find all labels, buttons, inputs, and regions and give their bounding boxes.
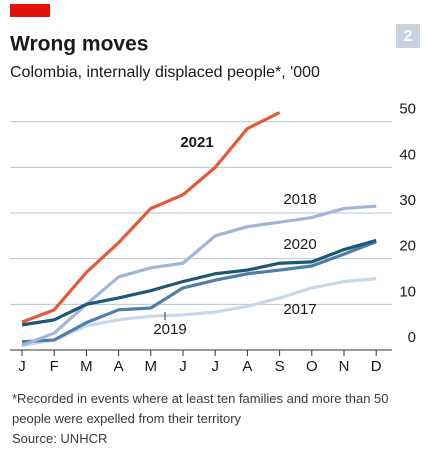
chart: 2 Wrong moves Colombia, internally displ… xyxy=(10,4,420,375)
x-tick-label: D xyxy=(371,358,382,375)
y-tick-label: 50 xyxy=(399,101,416,118)
x-tick-label: A xyxy=(242,358,252,375)
chart-title: Wrong moves xyxy=(10,33,148,56)
series-line xyxy=(21,240,377,344)
source: Source: UNHCR xyxy=(12,431,108,446)
x-tick-label: A xyxy=(114,358,124,375)
x-tick-label: J xyxy=(211,358,219,375)
x-tick-label: S xyxy=(275,358,285,375)
series-line xyxy=(21,111,281,324)
y-tick-label: 0 xyxy=(408,329,416,346)
series-label: 2021 xyxy=(180,134,213,151)
series-line xyxy=(21,204,377,347)
x-tick-label: M xyxy=(145,358,158,375)
chart-subtitle: Colombia, internally displaced people*, … xyxy=(10,64,320,81)
series-label: 2020 xyxy=(283,236,316,253)
x-tick-label: J xyxy=(18,358,26,375)
x-tick-label: N xyxy=(339,358,350,375)
y-tick-label: 20 xyxy=(399,238,416,255)
series-label: 2017 xyxy=(283,301,316,318)
brand-tag xyxy=(10,4,50,17)
y-tick-label: 10 xyxy=(399,283,416,300)
x-tick-label: J xyxy=(179,358,187,375)
x-tick-label: O xyxy=(306,358,318,375)
badge-box xyxy=(396,24,420,48)
series-line xyxy=(21,277,377,348)
series-label: 2018 xyxy=(283,191,316,208)
x-tick-label: F xyxy=(50,358,59,375)
footnote: *Recorded in events where at least ten f… xyxy=(12,391,389,426)
x-tick-label: M xyxy=(80,358,93,375)
y-tick-label: 40 xyxy=(399,146,416,163)
badge: 2 xyxy=(404,28,413,45)
series-label: 2019 xyxy=(153,321,186,338)
y-tick-label: 30 xyxy=(399,192,416,209)
series-line xyxy=(21,238,377,327)
